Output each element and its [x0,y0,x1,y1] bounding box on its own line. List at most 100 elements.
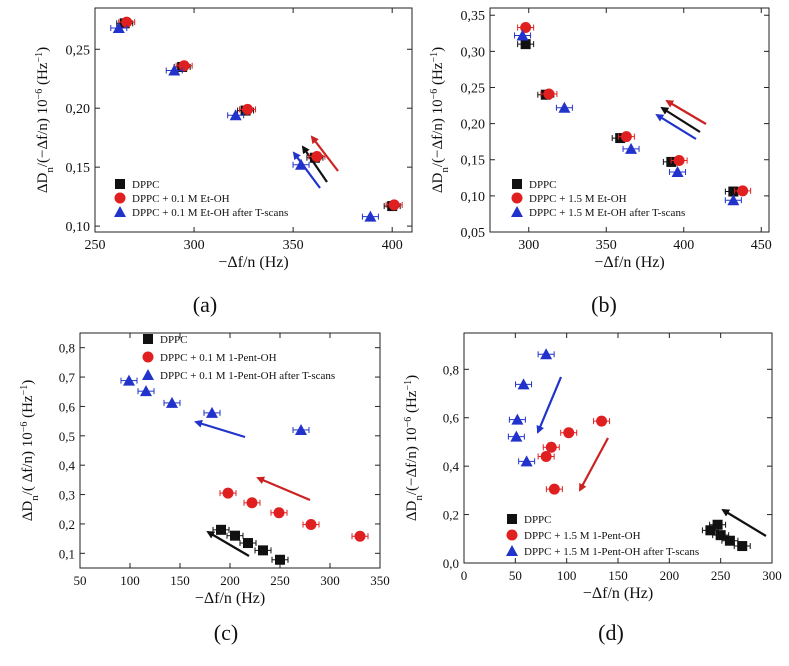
legend-entry: DPPC + 0.1 M 1-Pent-OH after T-scans [160,370,335,382]
data-point-triangle [229,109,242,121]
y-tick-label: 0,0 [443,556,459,571]
y-tick-label: 0,6 [59,399,76,414]
x-tick-label: 450 [751,238,772,253]
data-point-circle [354,530,366,542]
trend-arrow [536,376,563,434]
data-point-circle [548,483,560,495]
y-tick-label: 0,3 [59,488,75,503]
plot-frame [489,7,770,233]
trend-arrow [655,113,697,140]
data-point-square [230,530,240,541]
x-tick-label: 200 [220,573,240,588]
data-point-square [275,554,285,565]
chart-panel-a: 250 300 350 400 0,10 0,15 0,20 0,25 −Δf/n (Hz) ΔD… [34,7,413,317]
legend-entry: DPPC [529,179,557,191]
trend-arrow [206,530,250,557]
chart-panel-b: 300 350 400 450 0,05 0,10 0,15 0,20 0,25 0,30 0,35… [429,7,772,317]
data-point-triangle [727,194,740,206]
trend-arrow [579,437,609,492]
data-point-square [258,545,268,556]
legend-marker [506,529,518,541]
x-tick-label: 50 [74,573,87,588]
legend-marker [114,192,126,204]
trend-arrow [301,145,328,183]
data-point-circle [543,88,555,100]
data-point-square [737,541,748,552]
trend-arrow [194,419,246,439]
legend-marker [511,192,523,204]
legend-entry: DPPC [132,179,160,191]
data-point-triangle [206,406,218,418]
legend-marker [143,334,153,344]
x-tick-label: 350 [596,238,617,253]
panel-caption: (d) [598,620,624,645]
legend-entry: DPPC + 1.5 M Et-OH after T-scans [529,207,685,219]
trend-arrow [660,106,701,133]
legend-entry: DPPC + 1.5 M 1-Pent-OH [524,530,641,542]
x-tick-label: 300 [518,238,539,253]
data-point-square [216,524,226,535]
y-tick-label: 0,20 [461,118,486,133]
data-point-square [243,538,253,549]
legend-marker [115,179,125,189]
y-axis-label: ΔDn/(−Δf/n) 10−6 (Hz−1) [34,47,57,193]
x-tick-label: 250 [270,573,290,588]
chart-panel-c: 50 100 150 200 250 300 350 0,1 0,2 0,3 0,4 0,5 0,6 0,… [19,332,390,645]
data-point-square [712,519,723,530]
legend-marker [114,206,126,217]
data-point-circle [311,151,323,163]
trend-arrow [721,508,767,537]
data-point-circle [305,519,317,531]
x-tick-label: 0 [461,568,468,583]
data-point-circle [563,427,575,439]
legend-entry: DPPC + 0.1 M Et-OH [132,193,230,205]
legend-entry: DPPC + 0.1 M 1-Pent-OH [160,352,277,364]
y-tick-label: 0,1 [59,546,75,561]
data-point-triangle [517,378,530,390]
data-point-circle [673,154,685,166]
data-point-triangle [166,396,178,408]
x-tick-label: 400 [382,238,403,253]
x-tick-label: 250 [85,238,106,253]
legend-marker [142,351,154,363]
y-tick-label: 0,2 [59,517,75,532]
y-axis-label: ΔDn/( Δf/n) 10−6 (Hz−1) [19,380,42,521]
data-point-triangle [112,22,125,34]
x-tick-label: 100 [120,573,140,588]
data-point-triangle [510,430,523,442]
chart-panel-d: 0 50 100 150 200 250 300 0,0 0,2 0,4 0,6 0,8 −Δf/n (… [403,332,782,645]
data-point-square [724,535,735,546]
data-point-triangle [520,455,533,467]
data-point-circle [540,450,552,462]
y-tick-label: 0,30 [461,45,486,60]
y-tick-label: 0,25 [461,81,486,96]
data-point-triangle [516,29,529,41]
data-point-square [705,525,716,536]
data-point-circle [388,199,400,211]
data-point-circle [242,103,254,115]
x-tick-label: 400 [673,238,694,253]
x-tick-label: 150 [170,573,190,588]
x-tick-label: 250 [711,568,731,583]
data-point-circle [246,497,258,509]
data-point-triangle [295,423,307,435]
data-point-triangle [364,210,377,222]
y-axis-label: ΔDn/(−Δf/n) 10−6 (Hz−1) [403,375,426,521]
y-tick-label: 0,2 [443,508,459,523]
data-point-circle [737,185,749,197]
data-point-triangle [558,101,571,113]
y-tick-label: 0,15 [66,161,91,176]
legend-marker [506,545,518,556]
y-tick-label: 0,5 [59,429,75,444]
y-tick-label: 0,05 [461,226,486,241]
y-tick-label: 0,8 [443,362,459,377]
legend-entry: DPPC + 0.1 M Et-OH after T-scans [132,207,288,219]
data-point-circle [545,441,557,453]
x-axis-label: −Δf/n (Hz) [583,585,653,602]
y-tick-label: 0,7 [59,370,76,385]
data-point-triangle [671,166,684,178]
data-point-triangle [123,374,135,386]
data-point-triangle [625,142,638,154]
